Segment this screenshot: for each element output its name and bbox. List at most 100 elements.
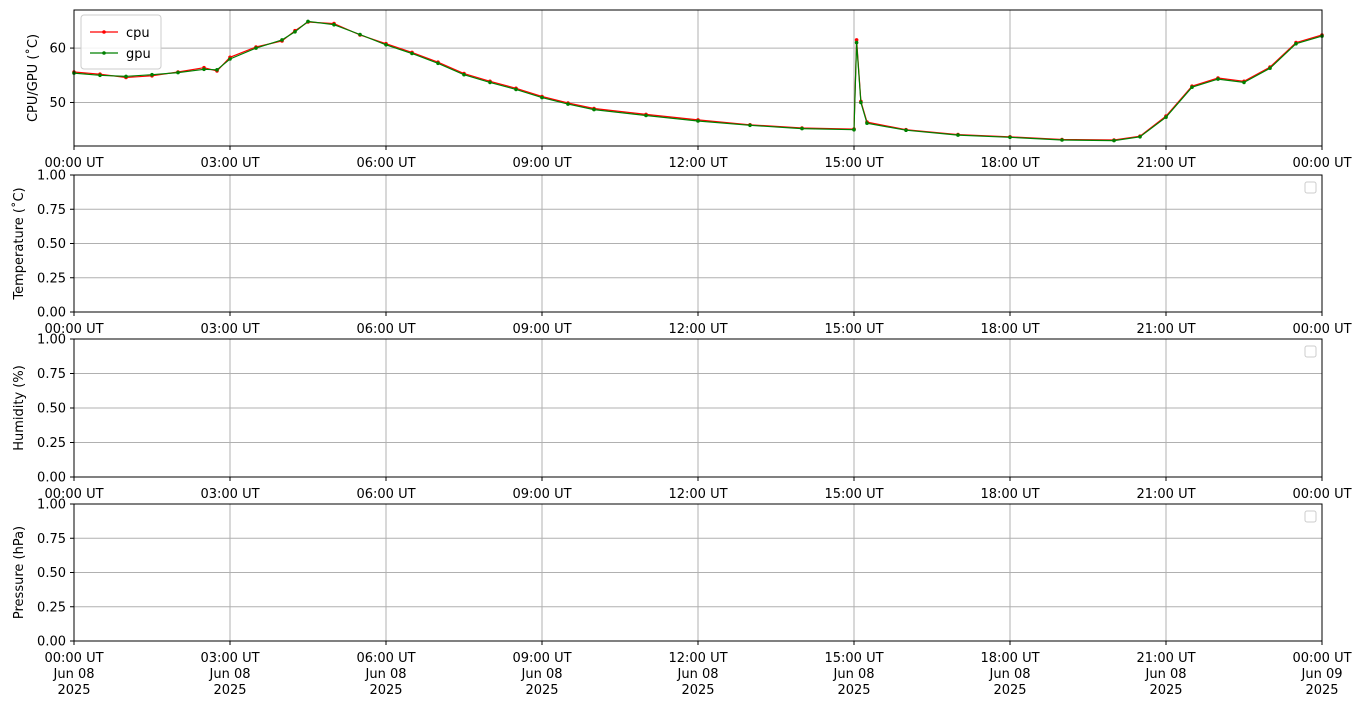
x-tick-date-label: Jun 08 <box>209 667 251 682</box>
x-tick-label: 12:00 UT <box>668 156 727 171</box>
x-tick-label: 03:00 UT <box>200 322 259 337</box>
data-point-gpu <box>859 100 863 105</box>
data-point-gpu <box>358 32 362 37</box>
x-tick-date-label: 2025 <box>993 683 1026 698</box>
series-gpu <box>72 19 1324 143</box>
x-tick-label: 00:00 UT <box>44 156 103 171</box>
y-tick-label: 0.25 <box>37 436 66 451</box>
x-tick-date-label: 2025 <box>1305 683 1338 698</box>
x-tick-label: 00:00 UT <box>1292 156 1351 171</box>
data-point-gpu <box>1164 115 1168 119</box>
data-point-gpu <box>1008 135 1012 140</box>
y-tick-label: 1.00 <box>37 333 66 348</box>
x-tick-label: 03:00 UT <box>200 651 259 666</box>
panel-4: 0.00 0.25 0.50 0.75 1.00 Pressure (hPa) 00:00 … <box>12 498 1352 699</box>
y-tick-label: 0.50 <box>37 566 66 581</box>
y-tick-label: 0.00 <box>37 306 66 321</box>
x-tick-label: 15:00 UT <box>824 651 883 666</box>
legend-empty-box <box>1304 345 1317 358</box>
x-tick-label: 06:00 UT <box>356 322 415 337</box>
x-tick-date-label: Jun 08 <box>521 667 563 682</box>
y-tick-label: 0.00 <box>37 635 66 650</box>
y-axis-label: Pressure (hPa) <box>12 526 27 619</box>
data-point-gpu <box>124 74 128 79</box>
data-point-gpu <box>1138 135 1142 139</box>
data-point-gpu <box>293 30 297 34</box>
x-tick-label: 00:00 UT <box>44 322 103 337</box>
y-tick-label: 0.50 <box>37 402 66 417</box>
x-tick-label: 21:00 UT <box>1136 156 1195 171</box>
data-point-gpu <box>436 61 440 66</box>
data-point-gpu <box>332 22 336 27</box>
data-point-gpu <box>98 73 102 78</box>
y-tick-label: 0.50 <box>37 237 66 252</box>
legend-empty-box <box>1304 510 1317 523</box>
x-tick-label: 12:00 UT <box>668 322 727 337</box>
data-point-gpu <box>1112 138 1116 143</box>
data-point-gpu <box>215 68 219 72</box>
data-point-gpu <box>410 51 414 56</box>
x-tick-label: 06:00 UT <box>356 651 415 666</box>
panel-2: 0.00 0.25 0.50 0.75 1.00 Temperature (˚C) 00:0… <box>11 169 1352 338</box>
data-point-gpu <box>696 119 700 123</box>
data-point-gpu <box>644 113 648 118</box>
data-point-gpu <box>228 57 232 61</box>
data-point-cpu <box>854 38 859 42</box>
x-tick-date-label: Jun 09 <box>1301 667 1343 682</box>
y-tick-label: 60 <box>49 42 66 57</box>
y-tick-label: 0.25 <box>37 600 66 615</box>
x-tick-label: 00:00 UT <box>1292 487 1351 502</box>
y-axis-label: Humidity (%) <box>12 365 27 451</box>
data-point-gpu <box>280 38 284 42</box>
x-tick-label: 09:00 UT <box>512 487 571 502</box>
data-point-gpu <box>150 72 154 77</box>
y-tick-label: 0.75 <box>37 367 66 382</box>
data-point-gpu <box>254 46 258 50</box>
x-tick-date-label: Jun 08 <box>833 667 875 682</box>
x-tick-date-label: Jun 08 <box>989 667 1031 682</box>
panel-3: 0.00 0.25 0.50 0.75 1.00 Humidity (%) 00:00 UT… <box>12 333 1352 503</box>
y-tick-label: 0.75 <box>37 203 66 218</box>
x-tick-label: 09:00 UT <box>512 156 571 171</box>
x-tick-date-label: Jun 08 <box>677 667 719 682</box>
legend-swatch-marker <box>102 51 106 55</box>
y-tick-label: 0.25 <box>37 271 66 286</box>
x-tick-date-label: 2025 <box>837 683 870 698</box>
data-point-gpu <box>865 121 869 125</box>
legend-empty-box <box>1304 181 1317 194</box>
x-tick-date-label: 2025 <box>681 683 714 698</box>
data-point-gpu <box>462 72 466 77</box>
data-point-gpu <box>800 126 804 131</box>
data-point-gpu <box>384 43 388 47</box>
x-tick-date-label: 2025 <box>369 683 402 698</box>
data-point-gpu <box>306 19 310 24</box>
data-point-gpu <box>854 40 859 45</box>
x-tick-date-label: 2025 <box>213 683 246 698</box>
x-tick-label: 03:00 UT <box>200 487 259 502</box>
y-axis-label: CPU/GPU (˚C) <box>25 34 41 122</box>
legend-box <box>80 14 162 70</box>
x-tick-date-label: 2025 <box>57 683 90 698</box>
data-point-gpu <box>176 70 180 75</box>
x-tick-label: 15:00 UT <box>824 156 883 171</box>
data-point-gpu <box>1268 66 1272 70</box>
x-tick-date-label: Jun 08 <box>1145 667 1187 682</box>
x-tick-label: 21:00 UT <box>1136 651 1195 666</box>
legend-label: cpu <box>126 26 150 41</box>
x-tick-label: 12:00 UT <box>668 487 727 502</box>
x-tick-label: 12:00 UT <box>668 651 727 666</box>
series-line-gpu <box>73 20 1323 142</box>
x-tick-label: 18:00 UT <box>980 651 1039 666</box>
data-point-gpu <box>566 102 570 106</box>
x-tick-label: 21:00 UT <box>1136 487 1195 502</box>
data-point-gpu <box>514 87 518 92</box>
y-tick-label: 0.75 <box>37 532 66 547</box>
x-tick-date-label: Jun 08 <box>365 667 407 682</box>
x-tick-label: 00:00 UT <box>1292 651 1351 666</box>
y-tick-label: 0.00 <box>37 471 66 486</box>
data-point-gpu <box>1060 138 1064 142</box>
y-tick-label: 50 <box>49 96 66 111</box>
data-point-gpu <box>852 127 856 132</box>
legend: cpu gpu <box>80 14 162 70</box>
